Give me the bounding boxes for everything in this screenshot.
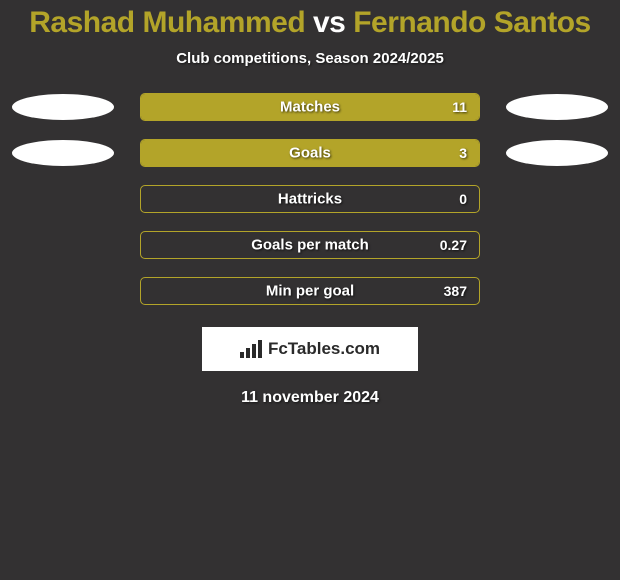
stat-value: 0 [459,191,467,207]
stat-row: Min per goal 387 [0,277,620,305]
right-oval-icon [506,140,608,166]
logo-inner: FcTables.com [240,339,380,359]
stat-bar: Matches 11 [140,93,480,121]
date-text: 11 november 2024 [0,389,620,407]
stat-bar: Hattricks 0 [140,185,480,213]
stat-value: 0.27 [440,237,467,253]
vs-text: vs [313,6,345,39]
right-oval-icon [506,94,608,120]
stat-label: Matches [280,99,340,116]
stat-row: Hattricks 0 [0,185,620,213]
stat-value: 3 [459,145,467,161]
stat-bar: Min per goal 387 [140,277,480,305]
left-oval-icon [12,94,114,120]
stat-label: Goals per match [251,237,369,254]
stat-row: Goals 3 [0,139,620,167]
player2-name: Fernando Santos [353,6,591,39]
stat-rows: Matches 11 Goals 3 Hattricks 0 [0,93,620,305]
source-logo: FcTables.com [202,327,418,371]
page-title: Rashad Muhammed vs Fernando Santos [0,6,620,40]
bars-icon [240,340,262,358]
stat-bar: Goals per match 0.27 [140,231,480,259]
left-oval-icon [12,140,114,166]
subtitle: Club competitions, Season 2024/2025 [0,50,620,67]
stat-row: Matches 11 [0,93,620,121]
logo-text: FcTables.com [268,339,380,359]
comparison-card: Rashad Muhammed vs Fernando Santos Club … [0,0,620,407]
stat-label: Min per goal [266,283,354,300]
stat-bar: Goals 3 [140,139,480,167]
stat-label: Goals [289,145,331,162]
player1-name: Rashad Muhammed [29,6,305,39]
stat-value: 387 [444,283,467,299]
stat-row: Goals per match 0.27 [0,231,620,259]
stat-value: 11 [452,99,467,115]
stat-label: Hattricks [278,191,342,208]
